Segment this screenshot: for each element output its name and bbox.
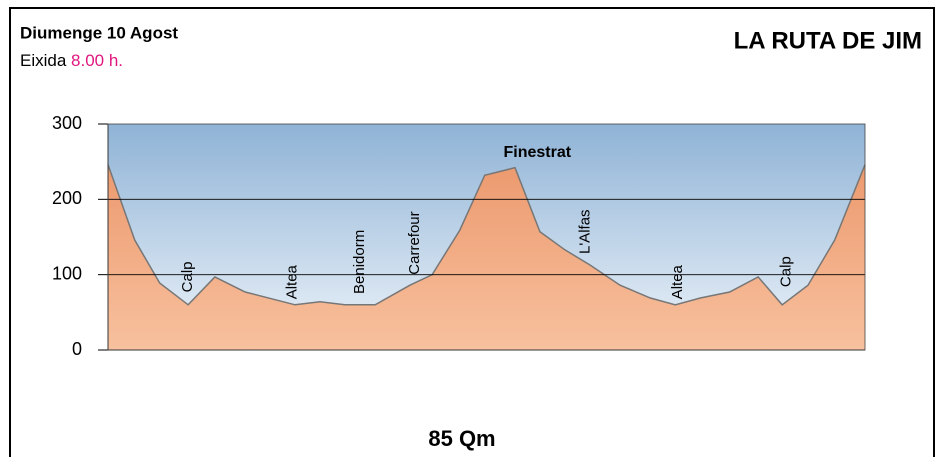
place-label: Calp bbox=[778, 256, 795, 287]
y-tick-label: 100 bbox=[52, 263, 82, 283]
y-tick-label: 300 bbox=[52, 113, 82, 133]
frame bbox=[9, 7, 935, 457]
place-label: Finestrat bbox=[503, 144, 571, 161]
departure: Eixida 8.00 h. bbox=[20, 51, 123, 70]
place-label: Benidorm bbox=[351, 230, 368, 294]
y-tick-label: 0 bbox=[72, 339, 82, 359]
departure-time: 8.00 h. bbox=[71, 51, 123, 70]
chart-title: LA RUTA DE JIM bbox=[734, 27, 922, 54]
y-tick-label: 200 bbox=[52, 188, 82, 208]
place-label: L'Alfas bbox=[576, 209, 593, 254]
departure-label: Eixida bbox=[20, 51, 67, 70]
area-shade bbox=[108, 164, 865, 350]
plot-border bbox=[107, 123, 866, 351]
place-label: Carrefour bbox=[406, 211, 423, 274]
x-axis-label: 85 Qm bbox=[428, 426, 495, 451]
place-label: Altea bbox=[669, 264, 686, 299]
place-label: Altea bbox=[283, 264, 300, 299]
profile-line bbox=[107, 164, 866, 306]
date: Diumenge 10 Agost bbox=[20, 23, 178, 42]
place-label: Calp bbox=[179, 261, 196, 292]
